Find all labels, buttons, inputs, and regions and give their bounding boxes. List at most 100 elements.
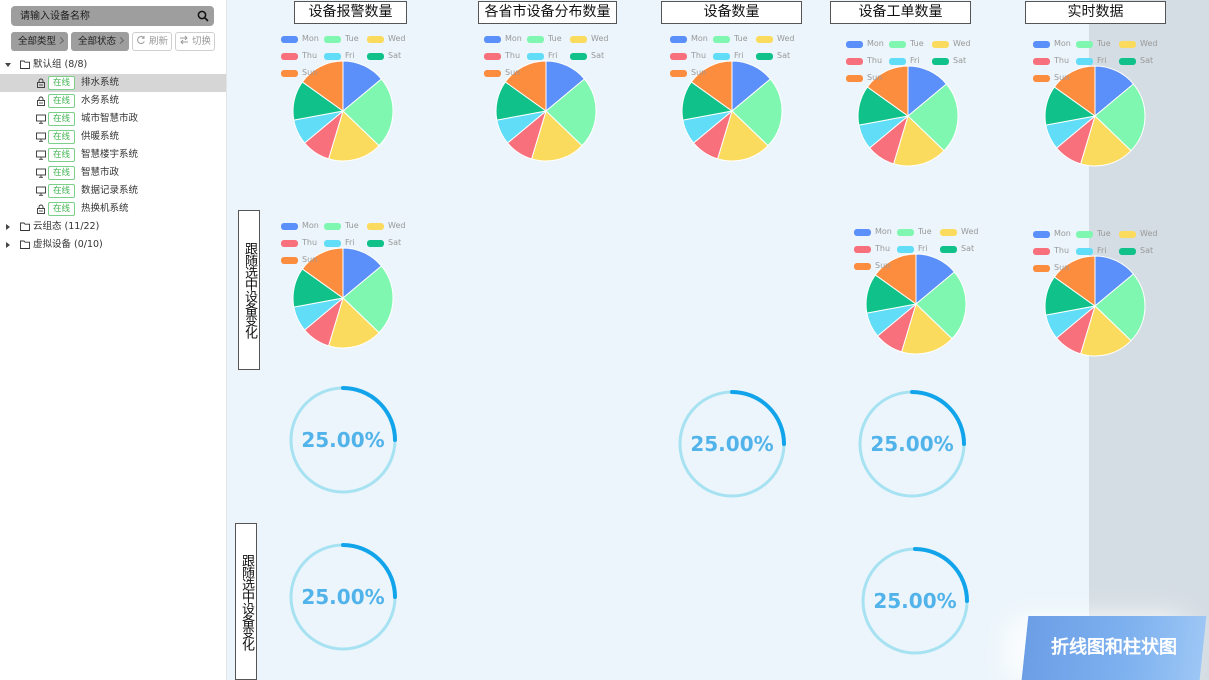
pie-slice-sun[interactable] [504,60,547,112]
search-input[interactable] [11,6,196,26]
pie-slice-sun[interactable] [1053,255,1096,307]
status-badge: 在线 [48,166,76,180]
legend-label: Fri [548,51,558,60]
pie-slice-wed[interactable] [327,297,380,349]
legend-swatch [670,36,687,43]
tree-device-item[interactable]: 在线 水务系统 [0,92,226,110]
tree-device-item[interactable]: 在线 智慧市政 [0,164,226,182]
pie-slice-sun[interactable] [874,253,917,305]
progress-gauge: 25.00% [860,546,970,656]
pie-slice-tue[interactable] [915,271,967,340]
refresh-button[interactable]: 刷新 [132,32,172,51]
pie-slice-sun[interactable] [301,247,344,299]
legend-swatch [484,36,501,43]
legend-label: Wed [388,34,406,43]
status-badge: 在线 [48,202,76,216]
legend-swatch [367,53,384,60]
search-icon[interactable] [197,10,209,22]
legend-swatch [854,246,871,253]
pie-slice-tue[interactable] [907,83,959,152]
legend-label: Fri [1097,246,1107,255]
pie-slice-wed[interactable] [327,110,380,162]
gauge-progress-arc [341,543,397,599]
legend-swatch [527,36,544,43]
legend-swatch [756,53,773,60]
line-bar-chart-switch-button[interactable]: 折线图和柱状图 [1021,616,1207,680]
pie-chart-follow: Mon Tue Wed Thu Fri Sat Sun [281,221,411,371]
caret-right-icon[interactable] [6,224,10,230]
gauge-percent-label: 25.00% [301,428,385,452]
legend-swatch [324,223,341,230]
line-bar-chart-switch-label: 折线图和柱状图 [1051,637,1177,658]
tree-group-label: 云组态 (11/22) [33,221,100,232]
tree-device-item[interactable]: 在线 数据记录系统 [0,182,226,200]
legend-label: Sat [1140,246,1154,255]
status-filter-dropdown[interactable]: 全部状态 [71,32,129,51]
legend-swatch [846,41,863,48]
tree-device-label: 水务系统 [81,95,120,106]
switch-label: 切换 [192,36,212,47]
pie-slice-tue[interactable] [545,78,597,147]
legend-swatch [854,229,871,236]
legend-swatch [527,53,544,60]
legend-swatch [713,53,730,60]
status-badge: 在线 [48,112,76,126]
legend-swatch [1119,248,1136,255]
legend-label: Sun [302,68,318,77]
legend-label: Mon [505,34,522,43]
pie-slice-wed[interactable] [900,303,953,355]
pie-chart-work-order-follow: Mon Tue Wed Thu Fri Sat Sun [854,227,984,377]
pie-slice-wed[interactable] [716,110,769,162]
switch-button[interactable]: 切换 [175,32,215,51]
tree-group[interactable]: 默认组 (8/8) [0,56,226,74]
tree-group[interactable]: 虚拟设备 (0/10) [0,236,226,254]
legend-swatch [1076,41,1093,48]
gauge-ring [678,390,786,498]
tree-device-item[interactable]: 在线 热换机系统 [0,200,226,218]
pie-svg [1044,255,1146,357]
chevron-down-icon [56,36,65,45]
legend-label: Wed [953,39,971,48]
tree-group[interactable]: 云组态 (11/22) [0,218,226,236]
pie-slice-tue[interactable] [342,78,394,147]
pie-slice-wed[interactable] [530,110,583,162]
pie-slice-sun[interactable] [690,60,733,112]
pie-slice-wed[interactable] [892,115,945,167]
legend-swatch [367,36,384,43]
legend-label: Sun [867,73,883,82]
pie-slice-tue[interactable] [1094,83,1146,152]
pie-slice-sun[interactable] [301,60,344,112]
legend-swatch [756,36,773,43]
pie-slice-tue[interactable] [1094,273,1146,342]
caret-down-icon[interactable] [5,63,11,67]
gauge-ring [861,547,969,655]
legend-swatch [1119,231,1136,238]
status-badge: 在线 [48,94,76,108]
pie-svg [1044,65,1146,167]
caret-right-icon[interactable] [6,242,10,248]
legend-label: Sat [1140,56,1154,65]
pie-slice-sun[interactable] [1053,65,1096,117]
pie-slice-sun[interactable] [866,65,909,117]
legend-label: Sun [302,255,318,264]
legend-label: Fri [345,51,355,60]
tree-device-item[interactable]: 在线 供暖系统 [0,128,226,146]
pie-slice-wed[interactable] [1079,115,1132,167]
pie-svg [292,247,394,349]
legend-swatch [570,53,587,60]
tree-device-item[interactable]: 在线 城市智慧市政 [0,110,226,128]
pie-slice-tue[interactable] [342,265,394,334]
monitor-icon [36,168,46,178]
tree-device-item[interactable]: 在线 智慧楼宇系统 [0,146,226,164]
type-filter-dropdown[interactable]: 全部类型 [11,32,68,51]
pie-slice-tue[interactable] [731,78,783,147]
status-badge: 在线 [48,148,76,162]
legend-label: Thu [302,51,318,60]
tree-device-item[interactable]: 在线 排水系统 [0,74,226,92]
pie-slice-wed[interactable] [1079,305,1132,357]
pie-chart-realtime: Mon Tue Wed Thu Fri Sat Sun [1033,39,1163,189]
folder-icon [20,240,30,249]
title-alarm-count: 设备报警数量 [294,1,407,24]
legend-swatch [1076,231,1093,238]
status-badge: 在线 [48,184,76,198]
